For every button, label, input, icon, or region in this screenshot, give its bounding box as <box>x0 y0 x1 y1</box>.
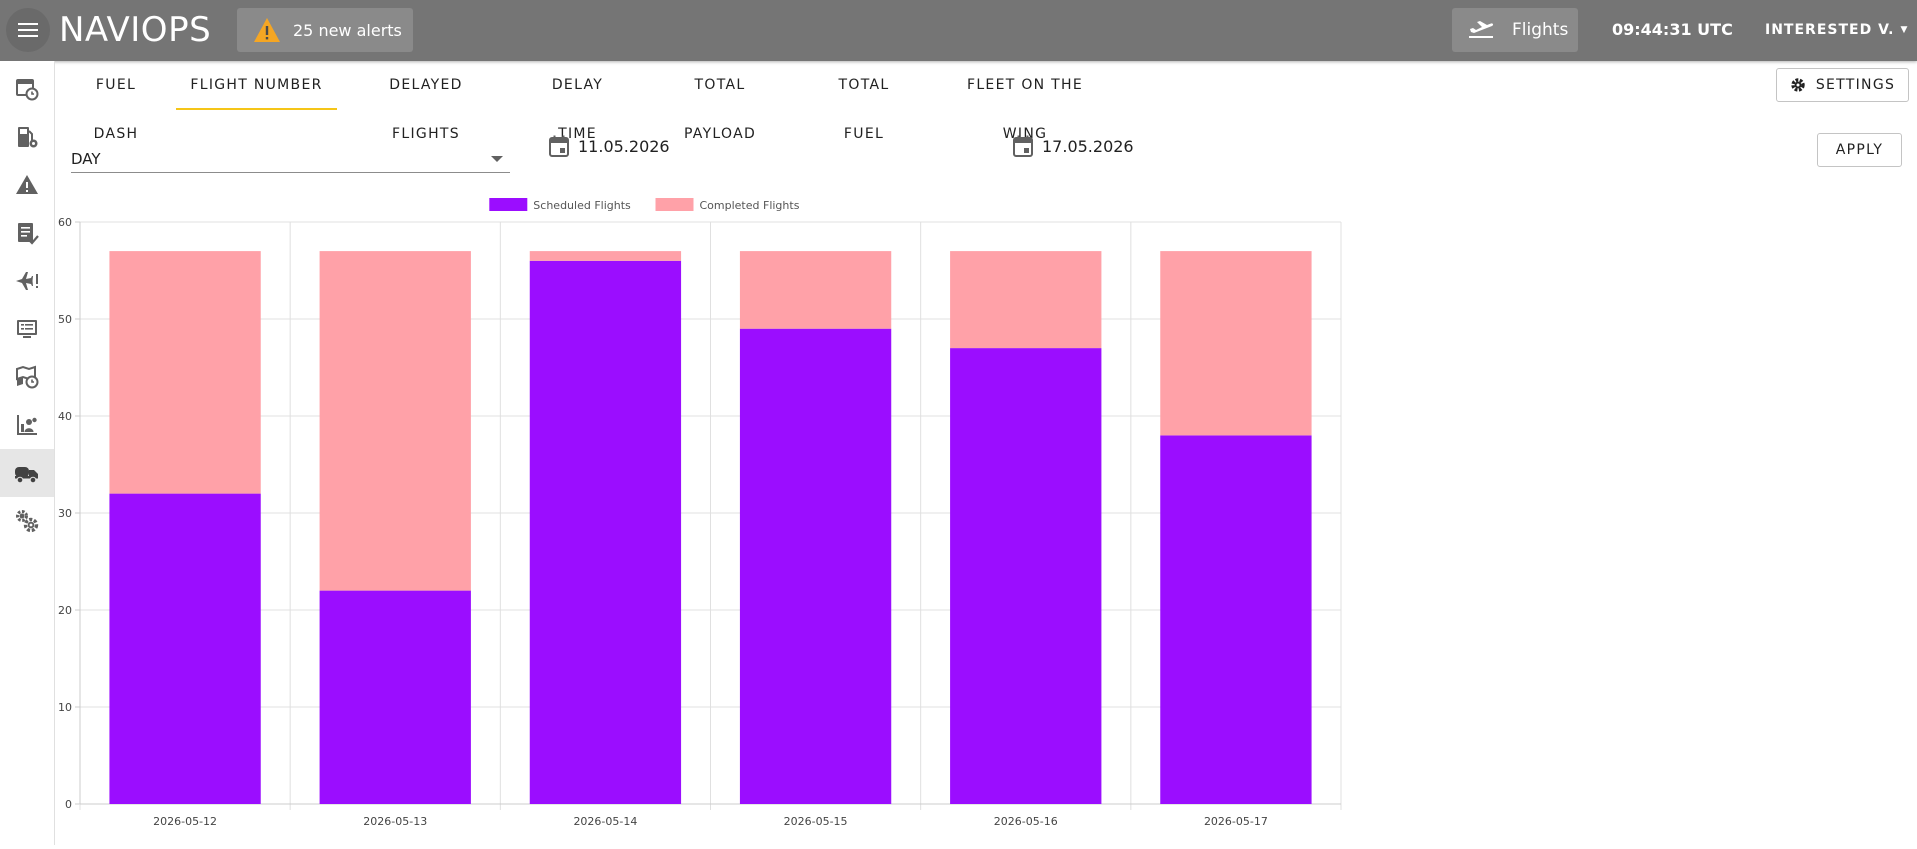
y-tick-label: 40 <box>58 410 72 423</box>
x-tick-label: 2026-05-12 <box>153 815 217 828</box>
app-logo-title[interactable]: NAVIOPS <box>59 10 212 50</box>
bar-completed-flights <box>319 251 471 591</box>
x-tick-label: 2026-05-15 <box>784 815 848 828</box>
sidebar <box>0 61 55 845</box>
x-tick-label: 2026-05-14 <box>573 815 637 828</box>
bar-scheduled-flights <box>739 328 892 804</box>
tab-total-payload[interactable]: TOTAL PAYLOAD <box>683 77 757 142</box>
bar-completed-flights <box>1160 251 1312 436</box>
bar-scheduled-flights <box>1160 435 1312 804</box>
bar-scheduled-flights <box>529 260 682 804</box>
date-from-value: 11.05.2026 <box>578 136 670 156</box>
stacked-bar-chart: 0 10 20 30 40 50 60 2026-05-12 2026-05-13 2026-05… <box>58 198 1342 828</box>
legend-swatch <box>489 198 528 211</box>
bar-scheduled-flights <box>950 348 1102 804</box>
top-app-bar: NAVIOPS 25 new alerts Flights 09:44:31 U… <box>0 0 1917 61</box>
tab-flight-number[interactable]: FLIGHT NUMBER <box>176 61 337 110</box>
date-to-value: 17.05.2026 <box>1042 136 1134 156</box>
legend-label: Scheduled Flights <box>533 199 631 212</box>
y-tick-label: 20 <box>58 604 72 617</box>
calendar-icon <box>549 135 569 157</box>
apply-button[interactable]: APPLY <box>1817 133 1902 167</box>
warning-icon <box>16 175 38 194</box>
monitor-list-icon <box>17 320 37 338</box>
y-tick-label: 10 <box>58 701 72 714</box>
sidebar-item-analytics[interactable] <box>0 401 54 449</box>
user-name: INTERESTED V. <box>1765 22 1895 38</box>
y-tick-label: 30 <box>58 507 72 520</box>
y-tick-label: 0 <box>65 798 72 811</box>
bar-scheduled-flights <box>319 590 471 804</box>
flight-number-chart: 0 10 20 30 40 50 60 2026-05-12 2026-05-13 2026-05… <box>54 190 1354 845</box>
alerts-button[interactable]: 25 new alerts <box>237 8 413 52</box>
alerts-label: 25 new alerts <box>293 20 402 40</box>
gear-icon <box>1791 78 1805 92</box>
sidebar-item-fuel-trucks[interactable] <box>0 449 54 497</box>
tab-delay-time[interactable]: DELAY TIME <box>551 77 604 142</box>
user-menu[interactable]: INTERESTED V. ▼ <box>1765 8 1908 52</box>
bar-scheduled-flights <box>109 493 261 804</box>
sidebar-item-monitor[interactable] <box>0 305 54 353</box>
sidebar-item-settings[interactable] <box>0 497 54 545</box>
sidebar-item-flight-alerts[interactable] <box>0 257 54 305</box>
warning-icon <box>254 18 280 42</box>
bar-completed-flights <box>529 251 682 261</box>
x-tick-label: 2026-05-17 <box>1204 815 1268 828</box>
calendar-icon <box>1013 135 1033 157</box>
utc-clock: 09:44:31 UTC <box>1612 20 1733 39</box>
bar-completed-flights <box>950 251 1102 349</box>
tab-total-fuel[interactable]: TOTAL FUEL <box>838 77 890 142</box>
x-tick-label: 2026-05-13 <box>363 815 427 828</box>
chart-people-icon <box>17 415 37 435</box>
tab-delayed-flights[interactable]: DELAYED FLIGHTS <box>389 77 463 142</box>
fuel-truck-icon <box>15 467 38 484</box>
chevron-down-icon <box>491 156 503 162</box>
fuel-settings-icon <box>18 127 38 148</box>
flight-alert-icon <box>16 272 38 290</box>
sidebar-item-alerts[interactable] <box>0 161 54 209</box>
dashboard-clock-icon <box>16 79 39 101</box>
period-select[interactable]: DAY <box>71 144 510 173</box>
y-tick-label: 50 <box>58 313 72 326</box>
period-value: DAY <box>71 150 101 168</box>
flights-button[interactable]: Flights <box>1452 8 1578 52</box>
date-to-field[interactable]: 17.05.2026 <box>1013 134 1134 158</box>
airplane-takeoff-icon <box>1469 21 1494 38</box>
date-from-field[interactable]: 11.05.2026 <box>549 134 670 158</box>
tab-fuel-dash[interactable]: FUEL DASH <box>93 77 139 142</box>
checklist-icon <box>18 223 39 245</box>
sidebar-item-dashboard[interactable] <box>0 65 54 113</box>
hamburger-icon <box>18 23 38 37</box>
dropdown-caret-icon: ▼ <box>1900 25 1909 35</box>
legend-swatch <box>655 198 694 211</box>
bar-completed-flights <box>739 251 892 329</box>
gears-icon <box>16 510 39 533</box>
flights-label: Flights <box>1512 20 1569 40</box>
legend-label: Completed Flights <box>700 199 800 212</box>
map-clock-icon <box>16 365 39 389</box>
bar-completed-flights <box>109 251 261 494</box>
x-tick-label: 2026-05-16 <box>994 815 1058 828</box>
y-tick-label: 60 <box>58 216 72 229</box>
sidebar-item-fuel-settings[interactable] <box>0 113 54 161</box>
sidebar-item-map-history[interactable] <box>0 353 54 401</box>
menu-button[interactable] <box>6 8 50 52</box>
sidebar-item-checklist[interactable] <box>0 209 54 257</box>
settings-label: SETTINGS <box>1815 77 1896 93</box>
tab-fleet-on-the-wing[interactable]: FLEET ON THE WING <box>966 77 1083 142</box>
settings-button[interactable]: SETTINGS <box>1776 68 1909 102</box>
